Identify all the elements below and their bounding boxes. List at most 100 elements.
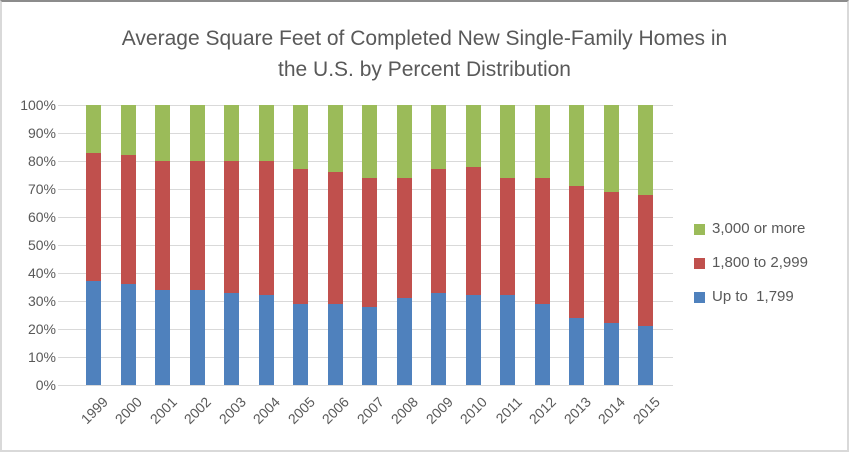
y-axis-label: 90% <box>27 125 56 141</box>
y-axis-tick <box>58 385 64 386</box>
bar-2009 <box>431 105 446 385</box>
y-axis-label: 40% <box>27 265 56 281</box>
y-axis-label: 60% <box>27 209 56 225</box>
bar-segment <box>603 105 619 192</box>
gridline <box>64 385 673 386</box>
bar-segment <box>431 292 446 385</box>
chart-title-line2: the U.S. by Percent Distribution <box>278 58 571 81</box>
bar-2015 <box>638 105 653 385</box>
y-axis-label: 50% <box>27 237 56 253</box>
bar-segment <box>120 284 136 385</box>
bar-segment <box>465 166 481 296</box>
bar-segment <box>120 155 136 285</box>
bar-segment <box>120 105 136 156</box>
bar-segment <box>86 105 101 153</box>
bar-segment <box>189 289 205 385</box>
bar-segment <box>569 105 584 187</box>
bar-segment <box>327 172 343 304</box>
bar-segment <box>224 105 239 162</box>
bar-segment <box>465 105 481 167</box>
y-axis-label: 0% <box>35 377 56 393</box>
bar-2001 <box>155 105 170 385</box>
bar-segment <box>293 105 308 170</box>
y-axis-tick <box>58 301 64 302</box>
bar-segment <box>293 303 308 385</box>
bar-segment <box>638 105 653 195</box>
y-axis-label: 80% <box>27 153 56 169</box>
bar-segment <box>431 105 446 170</box>
y-axis-tick <box>58 217 64 218</box>
y-axis-tick <box>58 105 64 106</box>
y-axis-tick <box>58 245 64 246</box>
bar-2006 <box>327 105 343 385</box>
y-axis-tick <box>58 161 64 162</box>
bar-2008 <box>396 105 412 385</box>
bar-segment <box>569 186 584 318</box>
legend-item-1800-to-2999: 1,800 to 2,999 <box>694 254 808 271</box>
bar-2011 <box>500 105 515 385</box>
bar-2013 <box>569 105 584 385</box>
bar-segment <box>465 295 481 385</box>
legend-item-3000-or-more: 3,000 or more <box>694 220 808 237</box>
bar-2012 <box>534 105 550 385</box>
bar-segment <box>155 161 170 290</box>
y-axis-label: 20% <box>27 321 56 337</box>
bar-1999 <box>86 105 101 385</box>
bar-segment <box>258 161 274 296</box>
y-axis-tick <box>58 329 64 330</box>
bar-segment <box>431 169 446 293</box>
y-axis-tick <box>58 189 64 190</box>
bar-segment <box>396 177 412 299</box>
legend-swatch-red-icon <box>694 257 705 269</box>
bar-segment <box>155 289 170 385</box>
bar-segment <box>155 105 170 162</box>
legend: 3,000 or more 1,800 to 2,999 Up to 1,799 <box>694 220 808 324</box>
bar-2007 <box>362 105 377 385</box>
bar-segment <box>603 191 619 324</box>
bar-segment <box>224 292 239 385</box>
bar-segment <box>362 306 377 385</box>
y-axis-label: 70% <box>27 181 56 197</box>
bar-segment <box>534 303 550 385</box>
y-axis-tick <box>58 357 64 358</box>
bar-segment <box>500 295 515 385</box>
legend-label: Up to 1,799 <box>712 288 794 305</box>
bar-segment <box>258 295 274 385</box>
legend-swatch-blue-icon <box>694 291 705 303</box>
bar-segment <box>86 152 101 282</box>
bar-segment <box>638 194 653 327</box>
bar-2003 <box>224 105 239 385</box>
bar-segment <box>534 177 550 304</box>
bar-segment <box>258 105 274 162</box>
y-axis-label: 30% <box>27 293 56 309</box>
bar-segment <box>189 161 205 290</box>
bar-segment <box>603 323 619 385</box>
legend-swatch-green-icon <box>694 223 705 235</box>
legend-label: 1,800 to 2,999 <box>712 254 808 271</box>
bar-2000 <box>120 105 136 385</box>
bar-segment <box>293 169 308 304</box>
bar-2002 <box>189 105 205 385</box>
y-axis-tick <box>58 133 64 134</box>
y-axis-tick <box>58 273 64 274</box>
bar-2004 <box>258 105 274 385</box>
bar-segment <box>327 303 343 385</box>
bar-segment <box>362 177 377 307</box>
y-axis-label: 10% <box>27 349 56 365</box>
bar-segment <box>500 105 515 178</box>
bar-2005 <box>293 105 308 385</box>
bar-2010 <box>465 105 481 385</box>
bar-segment <box>224 161 239 293</box>
bar-segment <box>569 317 584 385</box>
bar-segment <box>86 281 101 385</box>
bar-segment <box>500 177 515 296</box>
bar-2014 <box>603 105 619 385</box>
bar-segment <box>189 105 205 162</box>
bar-segment <box>396 105 412 178</box>
legend-label: 3,000 or more <box>712 220 806 237</box>
bar-segment <box>396 298 412 385</box>
bar-segment <box>638 326 653 385</box>
bar-segment <box>327 105 343 173</box>
bar-segment <box>362 105 377 178</box>
